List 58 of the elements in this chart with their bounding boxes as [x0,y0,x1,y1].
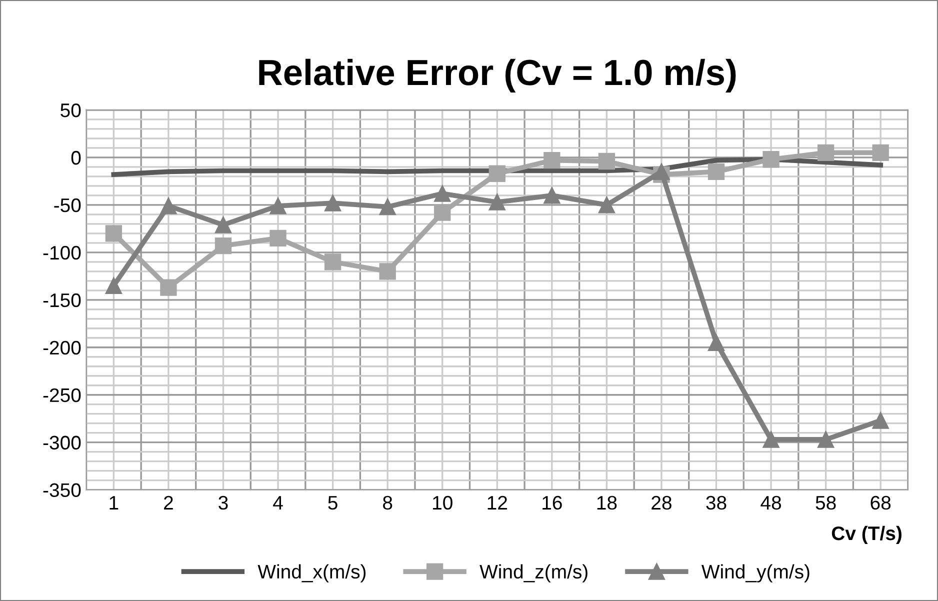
legend-label: Wind_y(m/s) [702,564,810,582]
point [324,194,342,212]
point [817,431,834,448]
x-tick-label: 2 [164,496,173,510]
point [270,230,286,247]
x-tick-label: 5 [328,496,338,510]
x-tick-label: 28 [652,496,672,510]
point [598,152,616,170]
y-tick-label: -150 [43,293,81,308]
point [653,163,670,180]
x-tick-label: 3 [218,496,228,510]
x-tick-label: 68 [870,496,891,510]
y-tick-label: -300 [43,436,81,450]
point [762,431,780,448]
y-tick-label: 0 [71,150,81,165]
x-tick-label: 4 [273,496,283,510]
point [105,225,122,242]
point [105,277,122,294]
point [160,279,177,296]
point [544,152,560,169]
x-tick-label: 12 [488,496,507,510]
x-tick-label: 16 [542,496,562,510]
point [324,254,342,270]
y-tick-label: -200 [43,340,81,355]
y-tick-label: 50 [60,103,81,118]
point [544,187,560,204]
chart-title: Relative Error (Cv = 1.0 m/s) [259,58,736,92]
x-tick-label: 38 [706,496,726,510]
point [434,204,451,221]
point [379,263,396,280]
x-tick-label: 8 [383,496,392,510]
x-tick-label: 1 [110,496,118,510]
point [872,412,889,429]
x-tick-label: 48 [760,496,782,510]
point [708,334,725,351]
point [214,216,232,234]
x-tick-label: 18 [597,496,617,510]
x-tick-label: 58 [816,496,836,510]
point [379,198,396,216]
point [598,196,616,214]
y-tick-label: -50 [54,198,81,212]
point [214,237,232,254]
point [762,151,780,168]
x-tick-label: 10 [433,496,452,510]
legend-label: Wind_z(m/s) [480,564,588,582]
point [708,163,725,180]
point [270,198,286,214]
legend-label: Wind_x(m/s) [258,564,366,582]
point [160,198,177,214]
point [488,194,506,210]
point [434,185,451,202]
y-tick-label: -250 [43,388,81,402]
point [872,144,889,162]
y-tick-label: -350 [43,483,81,498]
point [488,165,506,182]
x-axis-title: Cv (T/s) [832,526,902,544]
y-tick-label: -100 [43,246,81,260]
point [817,144,834,162]
